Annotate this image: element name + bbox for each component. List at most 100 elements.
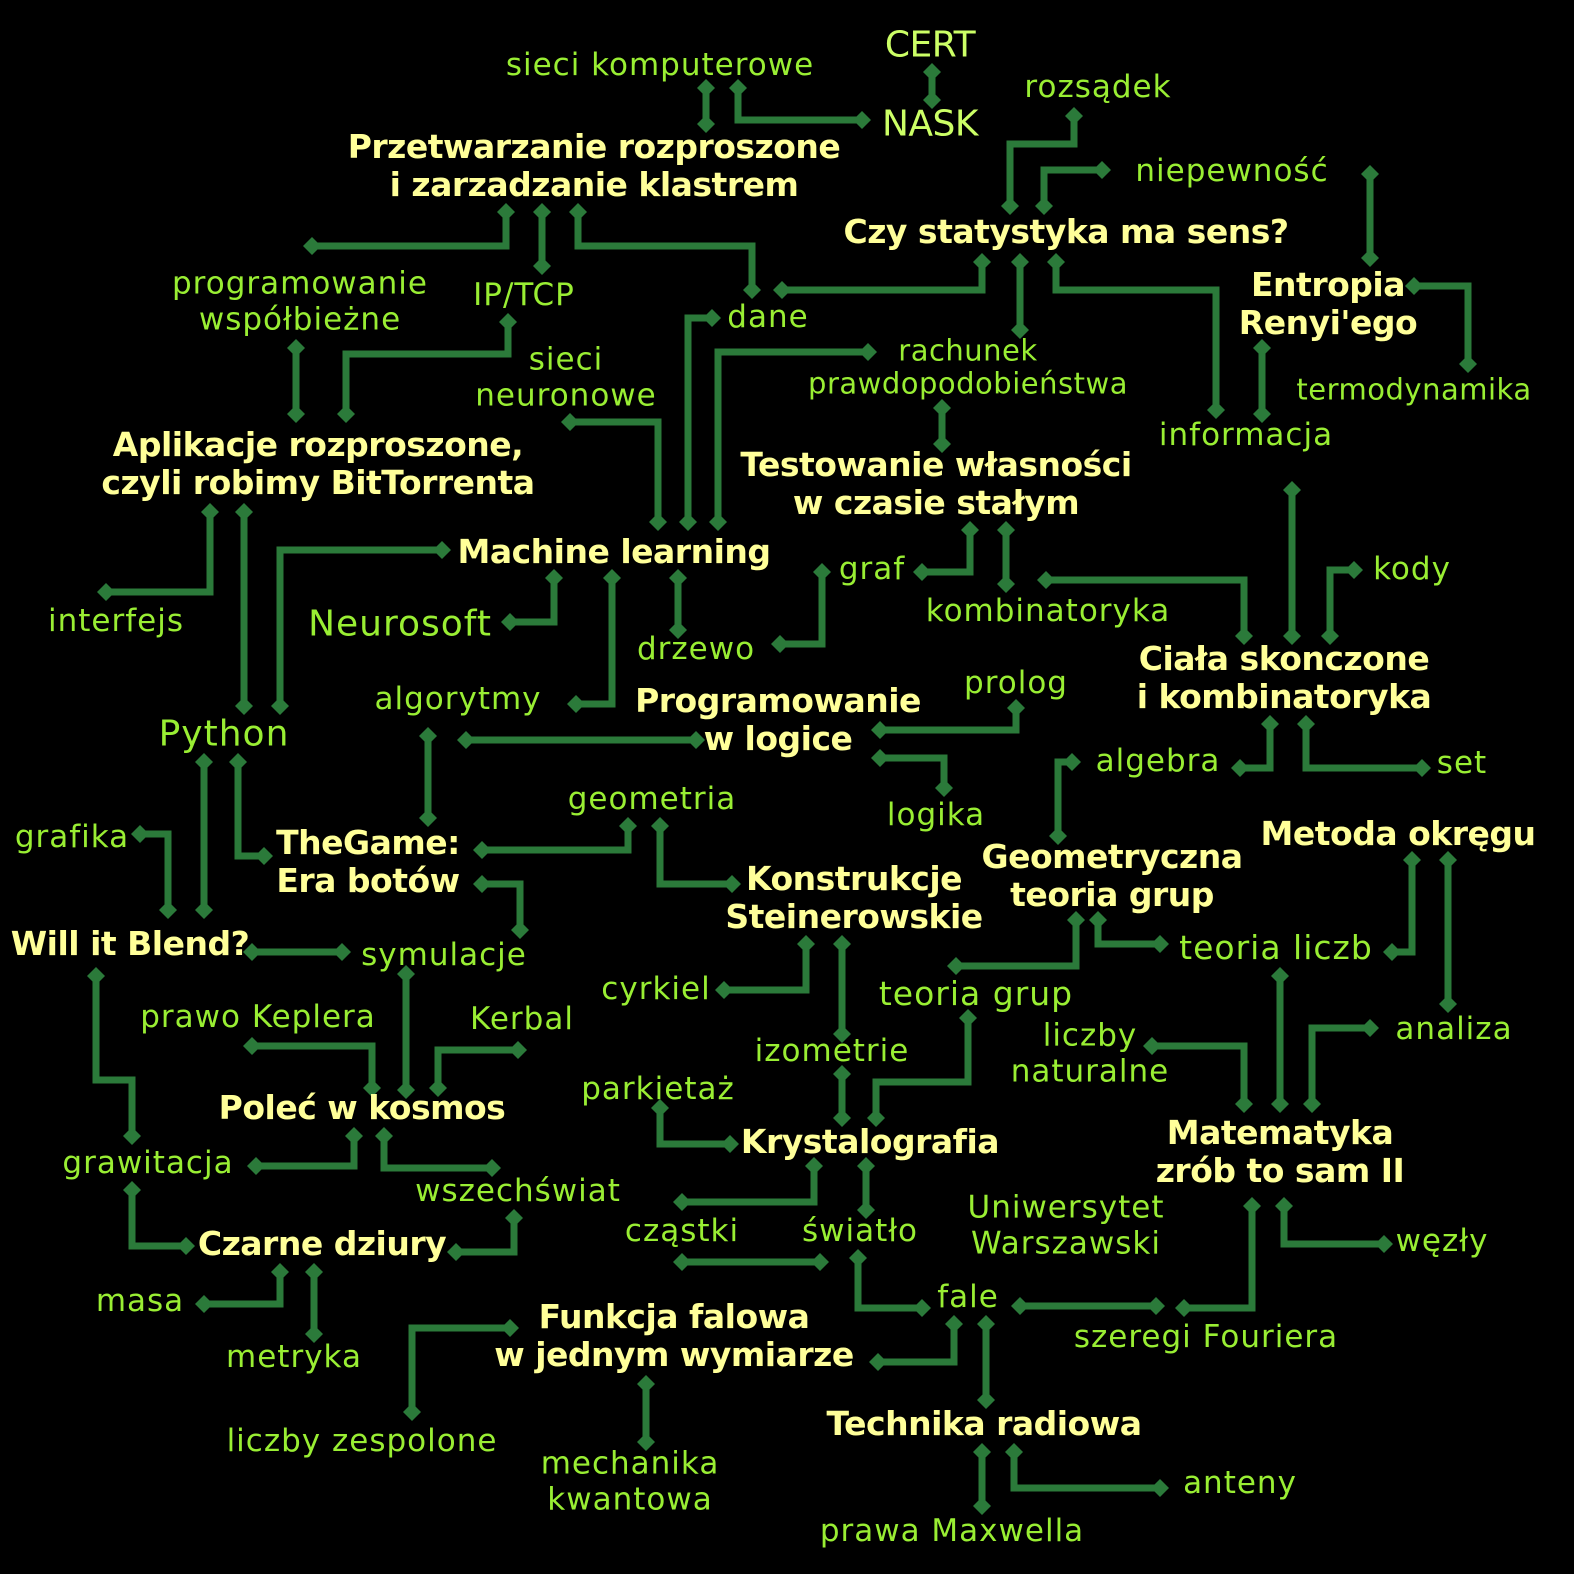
connector xyxy=(656,826,732,888)
node-geometryczna-teoria-grup: Geometryczna teoria grup xyxy=(981,837,1244,914)
connector-end-diamond xyxy=(97,583,115,601)
node-neurosoft: Neurosoft xyxy=(308,603,492,645)
connector xyxy=(1054,758,1072,836)
connector-end-diamond xyxy=(1151,1479,1169,1497)
node-algorytmy: algorytmy xyxy=(374,681,542,718)
connector-end-diamond xyxy=(697,115,715,133)
connector-end-diamond xyxy=(131,825,149,843)
connector-end-diamond xyxy=(1067,911,1085,929)
connector-end-diamond xyxy=(869,1353,887,1371)
connector-end-diamond xyxy=(669,569,687,587)
connector-end-diamond xyxy=(649,513,667,531)
connector-end-diamond xyxy=(973,1443,991,1461)
connector xyxy=(656,1108,730,1148)
connector xyxy=(1052,262,1220,410)
connector-end-diamond xyxy=(1253,339,1271,357)
connector-end-diamond xyxy=(721,1135,739,1153)
node-ciala-skonczone: Ciała skonczone i kombinatoryka xyxy=(1136,639,1432,716)
connector-end-diamond xyxy=(1439,995,1457,1013)
connector xyxy=(878,1324,958,1366)
connector-end-diamond xyxy=(1047,253,1065,271)
connector-end-diamond xyxy=(1361,165,1379,183)
node-uniwersytet-warszawski: Uniwersytet Warszawski xyxy=(967,1189,1165,1261)
node-polec-w-kosmos: Poleć w kosmos xyxy=(218,1088,506,1128)
connector-end-diamond xyxy=(997,575,1015,593)
connector-end-diamond xyxy=(1063,753,1081,771)
connector-end-diamond xyxy=(229,753,247,771)
node-interfejs: interfejs xyxy=(48,603,184,640)
connector xyxy=(482,826,632,854)
node-technika-radiowa: Technika radiowa xyxy=(826,1404,1142,1444)
connector-end-diamond xyxy=(973,253,991,271)
connector-end-diamond xyxy=(933,399,951,417)
connector-end-diamond xyxy=(935,779,953,797)
connector-end-diamond xyxy=(123,1181,141,1199)
node-mechanika-kwantowa: mechanika kwantowa xyxy=(540,1445,720,1517)
connector-end-diamond xyxy=(913,563,931,581)
connector xyxy=(872,1018,972,1118)
connector-end-diamond xyxy=(473,875,491,893)
connector-end-diamond xyxy=(509,1041,527,1059)
connector-end-diamond xyxy=(87,967,105,985)
connector-end-diamond xyxy=(697,79,715,97)
connector xyxy=(1006,116,1078,206)
node-czastki: cząstki xyxy=(624,1213,740,1250)
connector xyxy=(956,920,1080,970)
node-parkietaz: parkietaż xyxy=(581,1071,735,1108)
node-symulacje: symulacje xyxy=(361,937,527,974)
connector-end-diamond xyxy=(545,569,563,587)
connector-end-diamond xyxy=(961,521,979,539)
node-liczby-zespolone: liczby zespolone xyxy=(226,1423,498,1460)
node-prawo-keplera: prawo Keplera xyxy=(140,999,376,1036)
connector-end-diamond xyxy=(871,749,889,767)
connector xyxy=(1040,166,1102,206)
connector-end-diamond xyxy=(567,695,585,713)
connector-end-diamond xyxy=(673,1253,691,1271)
node-sieci-neuronowe: sieci neuronowe xyxy=(475,341,657,413)
connector-end-diamond xyxy=(533,257,551,275)
connector xyxy=(880,754,948,788)
connector xyxy=(574,212,756,290)
connector-end-diamond xyxy=(619,817,637,835)
connector-end-diamond xyxy=(1005,1443,1023,1461)
connector-end-diamond xyxy=(1001,197,1019,215)
connector xyxy=(234,762,264,860)
connector-end-diamond xyxy=(651,817,669,835)
connector-end-diamond xyxy=(1143,1037,1161,1055)
node-swiatlo: światło xyxy=(801,1213,919,1250)
connector xyxy=(510,578,558,626)
connector-end-diamond xyxy=(1147,1297,1165,1315)
connector-end-diamond xyxy=(709,513,727,531)
connector-end-diamond xyxy=(933,435,951,453)
connector-end-diamond xyxy=(997,521,1015,539)
node-kody: kody xyxy=(1373,551,1451,588)
connector xyxy=(1094,920,1160,948)
connector-end-diamond xyxy=(1253,405,1271,423)
connector xyxy=(1152,1042,1248,1104)
node-prolog: prolog xyxy=(964,665,1068,702)
connector-end-diamond xyxy=(669,621,687,639)
connector-end-diamond xyxy=(1361,1019,1379,1037)
node-geometria: geometria xyxy=(567,781,737,818)
node-prawa-maxwella: prawa Maxwella xyxy=(819,1513,1085,1550)
connector-end-diamond xyxy=(473,841,491,859)
connector-end-diamond xyxy=(397,965,415,983)
node-funkcja-falowa: Funkcja falowa w jednym wymiarze xyxy=(494,1297,854,1374)
connector xyxy=(256,1136,358,1170)
connector xyxy=(312,212,510,250)
connector-end-diamond xyxy=(833,935,851,953)
connector-end-diamond xyxy=(1231,759,1249,777)
connector-end-diamond xyxy=(1093,161,1111,179)
connector-end-diamond xyxy=(1283,627,1301,645)
connector xyxy=(1280,1206,1384,1248)
node-grawitacja: grawitacja xyxy=(62,1145,234,1182)
connector-end-diamond xyxy=(1065,107,1083,125)
connector-end-diamond xyxy=(913,1299,931,1317)
connector xyxy=(724,944,810,994)
connector-end-diamond xyxy=(397,1081,415,1099)
connector-end-diamond xyxy=(1361,249,1379,267)
connector-end-diamond xyxy=(305,1263,323,1281)
connector-end-diamond xyxy=(1049,827,1067,845)
connector-end-diamond xyxy=(857,1157,875,1175)
connector-end-diamond xyxy=(195,901,213,919)
